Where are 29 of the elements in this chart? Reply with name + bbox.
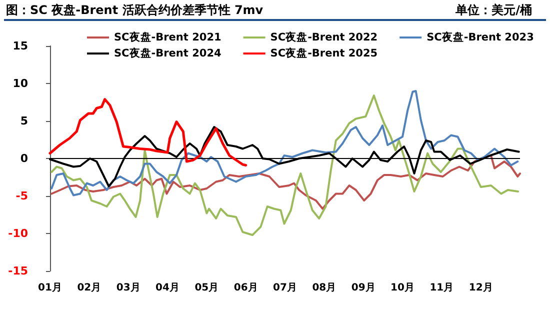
x-tick-label: 03月 (116, 282, 140, 294)
x-tick-label: 11月 (430, 282, 454, 294)
x-tick-label: 05月 (194, 282, 219, 294)
x-tick-label: 07月 (273, 282, 297, 294)
x-tick-label: 09月 (351, 282, 376, 294)
x-tick-label: 12月 (468, 282, 493, 294)
x-tick-label: 08月 (312, 282, 336, 294)
legend-label: SC夜盘-Brent 2025 (270, 46, 378, 60)
y-tick-label: -15 (8, 264, 28, 278)
y-tick-label: 0 (20, 152, 28, 165)
legend-label: SC夜盘-Brent 2023 (426, 30, 534, 44)
line-series (48, 98, 248, 166)
y-tick-label: 15 (12, 40, 28, 52)
legend-label: SC夜盘-Brent 2021 (114, 30, 222, 44)
y-tick-label: 10 (12, 77, 28, 90)
x-tick-label: 10月 (390, 282, 414, 294)
x-tick-label: 02月 (77, 282, 102, 294)
chart-title: 图：SC 夜盘-Brent 活跃合约价差季节性 7mv (6, 3, 264, 17)
line-series (50, 90, 519, 196)
legend-label: SC夜盘-Brent 2024 (114, 46, 222, 60)
y-tick-label: -5 (16, 190, 28, 202)
y-tick-label: 5 (20, 114, 28, 128)
x-tick-label: 04月 (156, 282, 180, 294)
legend-label: SC夜盘-Brent 2022 (270, 30, 378, 44)
y-axis-title: 单位：美元/桶 (454, 3, 532, 17)
y-tick-label: -10 (8, 227, 28, 240)
x-tick-label: 01月 (38, 282, 62, 294)
x-tick-label: 06月 (234, 282, 258, 294)
line-series (50, 94, 520, 236)
